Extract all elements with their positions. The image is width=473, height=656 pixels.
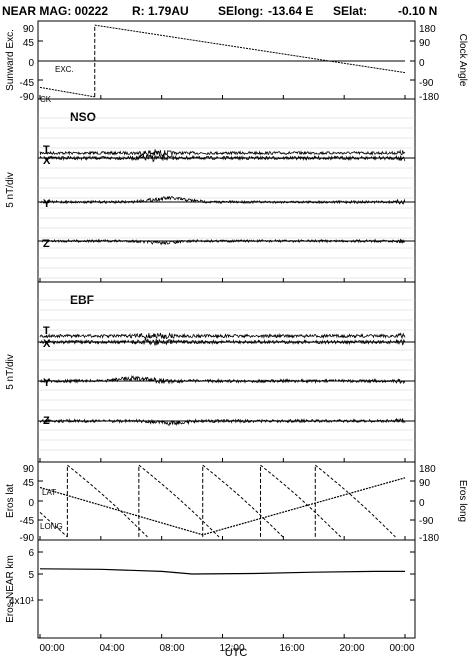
xtick-2000: 20:00	[339, 643, 364, 654]
series-eros-long-seg-0	[39, 512, 68, 538]
series-eros-long-seg-3	[202, 464, 284, 538]
p5-tick-5: 5	[28, 570, 34, 581]
p1-ltick-m90: -90	[20, 92, 35, 103]
panel3-frame	[37, 281, 416, 463]
p1-ltick-45: 45	[23, 38, 35, 49]
p4-rtick-180: 180	[419, 464, 436, 475]
p1-ltick-0: 0	[28, 58, 34, 69]
p4-ltick-45: 45	[23, 478, 35, 489]
xtick-1600: 16:00	[279, 643, 304, 654]
series-ebf-y	[39, 374, 406, 385]
panel2-label-z: Z	[43, 238, 50, 250]
title-selat-value: -0.10 N	[398, 4, 437, 18]
p1-rtick-90: 90	[419, 38, 431, 49]
panel2-gridlines	[38, 117, 415, 279]
panel4-lat-annotation: LAT	[42, 488, 56, 497]
panel4-right-ticks: 180 90 0 -90 -180	[419, 464, 439, 544]
panel4-left-label: Eros lat	[5, 484, 16, 518]
title-selong-value: -13.64 E	[268, 4, 313, 18]
title-selat-label: SElat:	[333, 4, 367, 18]
p4-rtick-m180: -180	[419, 533, 439, 544]
panel1-left-label: Sunward Exc.	[5, 29, 16, 91]
p1-rtick-m90: -90	[419, 78, 434, 89]
series-nso-t	[39, 149, 406, 158]
p4-ltick-90: 90	[23, 464, 35, 475]
p4-ltick-m90: -90	[20, 533, 35, 544]
series-eros-long-seg-4	[260, 464, 342, 538]
panel4-left-ticks: 90 45 0 -45 -90	[20, 464, 35, 544]
panel3-series	[38, 332, 415, 427]
series-nso-x	[39, 153, 406, 163]
panel3-label-x: X	[43, 338, 51, 350]
series-nso-z	[39, 238, 406, 246]
p4-ltick-m45: -45	[20, 516, 35, 527]
panel3-ylabel: 5 nT/div	[5, 354, 16, 390]
series-eros-long-seg-2	[138, 464, 220, 538]
p1-ltick-90: 90	[23, 24, 35, 35]
panel3-label-t: T	[43, 325, 50, 337]
panel4-long-annotation: LONG	[40, 522, 63, 531]
panel4-series	[39, 464, 406, 538]
p4-rtick-90: 90	[419, 478, 431, 489]
panel1-right-ticks: 180 90 0 -90 -180	[419, 24, 439, 103]
panel-eros-near-distance: Eros-NEAR km 6 5 4x10¹	[5, 539, 416, 639]
p1-rtick-180: 180	[419, 24, 436, 35]
panel5-tickmarks	[38, 551, 415, 601]
panel2-label-y: Y	[43, 198, 51, 210]
xtick-0400: 04:00	[99, 643, 124, 654]
title-selong-label: SElong:	[218, 4, 263, 18]
p4-rtick-m90: -90	[419, 516, 434, 527]
xtick-0800: 08:00	[159, 643, 184, 654]
panel4-frame	[37, 461, 416, 541]
panel2-label-t: T	[43, 144, 50, 156]
series-clock-angle-segment-1	[39, 86, 95, 98]
series-ebf-x	[39, 338, 406, 347]
panel3-label-y: Y	[43, 377, 51, 389]
p5-tick-4: 4x10¹	[9, 596, 35, 607]
p1-ltick-m45: -45	[20, 78, 35, 89]
figure-title: NEAR MAG: 00222 R: 1.79AU SElong: -13.64…	[2, 4, 437, 18]
p1-rtick-0: 0	[419, 58, 425, 69]
p5-tick-6: 6	[28, 548, 34, 559]
series-eros-long-seg-1	[67, 464, 148, 538]
series-eros-near-distance	[39, 568, 405, 575]
series-eros-long-seg-5	[314, 464, 396, 538]
p4-rtick-0: 0	[419, 498, 425, 509]
series-eros-lat	[39, 477, 406, 536]
panel5-series	[39, 568, 405, 575]
series-nso-y	[39, 195, 406, 205]
panel1-series	[39, 24, 406, 98]
panel4-right-label: Eros long	[457, 480, 468, 522]
xtick-0000: 00:00	[39, 643, 64, 654]
series-clock-angle-segment-2	[94, 24, 406, 74]
panel-eros-lat-long: Eros lat Eros long 90 45 0 -45 -90 180 9…	[5, 461, 468, 544]
panel3-gridlines	[38, 299, 415, 451]
panel1-right-label: Clock Angle	[457, 34, 468, 87]
title-r: R: 1.79AU	[132, 4, 189, 18]
panel2-title: NSO	[70, 110, 96, 124]
panel2-frame	[37, 98, 416, 283]
panel4-tickmarks	[38, 480, 415, 521]
series-ebf-t	[39, 332, 406, 340]
x-axis-label: UTC	[225, 647, 248, 656]
panel-nso: 5 nT/div NSO T X Y Z	[5, 98, 416, 283]
panel-sunward-excursion: Sunward Exc. Clock Angle 90 45 0 -45 -90…	[5, 20, 468, 104]
panel1-left-ticks: 90 45 0 -45 -90	[20, 24, 35, 103]
xtick-2400: 00:00	[389, 643, 414, 654]
series-ebf-z	[39, 417, 406, 427]
x-axis: 00:00 04:00 08:00 12:00 16:00 20:00 00:0…	[39, 95, 415, 654]
p4-ltick-0: 0	[28, 498, 34, 509]
title-mag: NEAR MAG: 00222	[2, 4, 108, 18]
panel2-label-x: X	[43, 155, 51, 167]
p1-rtick-m180: -180	[419, 92, 439, 103]
xtick-1200: 12:00	[219, 643, 244, 654]
panel2-ylabel: 5 nT/div	[5, 172, 16, 208]
panel5-frame	[37, 539, 416, 639]
panel5-ylabel: Eros-NEAR km	[5, 555, 16, 623]
panel2-series	[38, 149, 415, 246]
panel-ebf: 5 nT/div EBF T X Y Z	[5, 281, 416, 463]
panel1-exc-annotation: EXC.	[55, 65, 74, 74]
